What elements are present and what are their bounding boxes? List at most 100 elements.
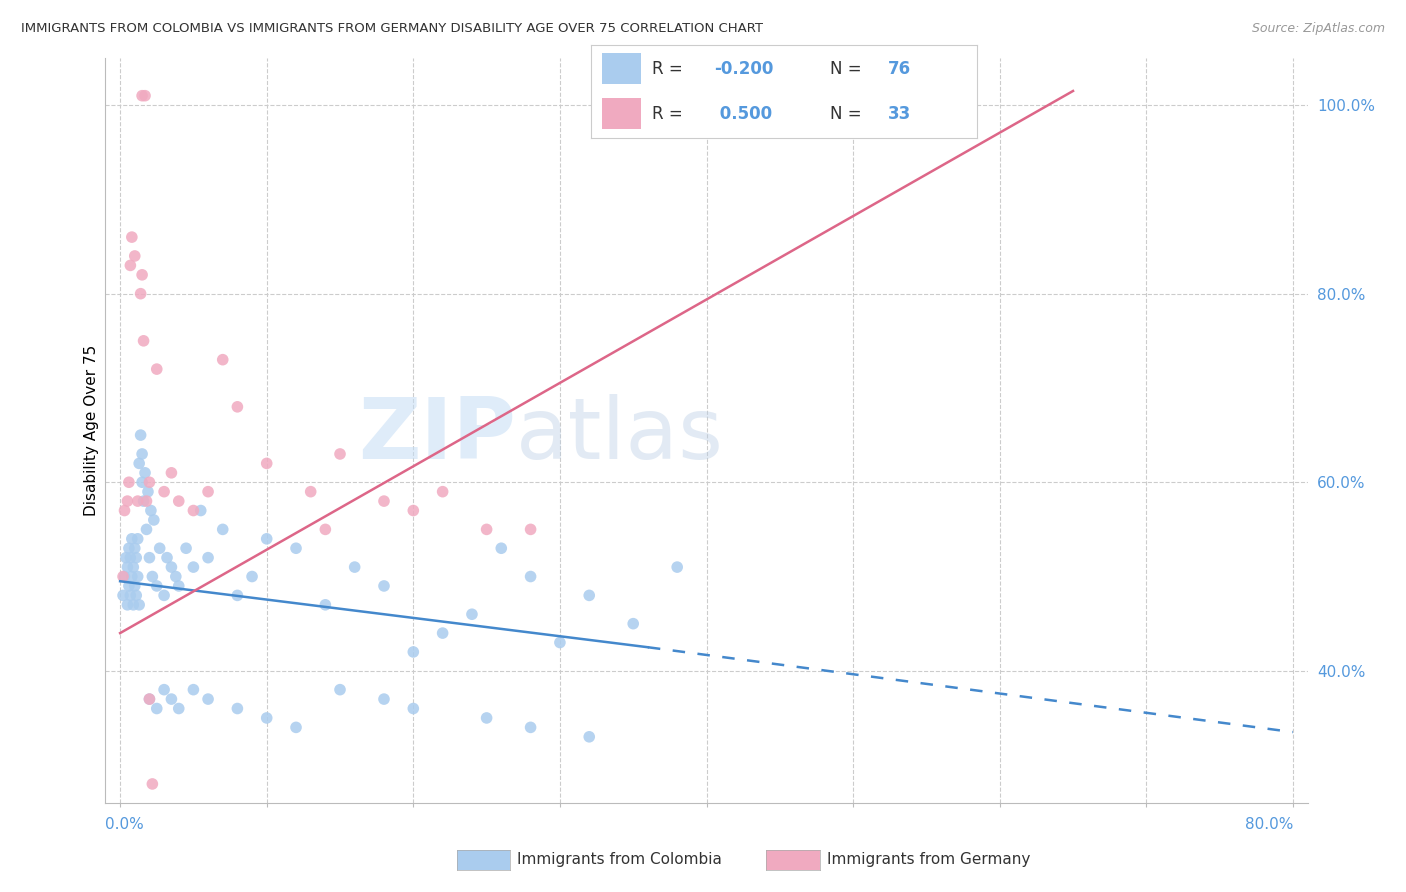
Point xyxy=(285,541,308,556)
Point xyxy=(402,503,425,517)
Text: atlas: atlas xyxy=(516,393,724,476)
Point xyxy=(122,598,145,612)
Text: 80.0%: 80.0% xyxy=(1244,817,1294,832)
FancyBboxPatch shape xyxy=(602,98,641,129)
Point xyxy=(519,522,541,536)
Point xyxy=(548,635,571,649)
Point xyxy=(578,730,600,744)
Point xyxy=(138,692,160,706)
Point xyxy=(141,569,163,583)
Point xyxy=(373,692,395,706)
Point xyxy=(197,692,219,706)
Point xyxy=(149,541,172,556)
Y-axis label: Disability Age Over 75: Disability Age Over 75 xyxy=(83,345,98,516)
Point xyxy=(125,550,148,565)
Point xyxy=(127,532,149,546)
Point xyxy=(132,494,155,508)
Point xyxy=(135,522,157,536)
Point xyxy=(226,400,249,414)
Point xyxy=(129,428,152,442)
Point xyxy=(329,682,352,697)
Text: R =: R = xyxy=(652,105,693,123)
Point xyxy=(666,560,689,574)
Point xyxy=(167,579,190,593)
Point xyxy=(475,522,498,536)
Point xyxy=(139,503,162,517)
Point xyxy=(578,588,600,602)
Point xyxy=(329,447,352,461)
Point xyxy=(160,560,183,574)
Point xyxy=(120,550,142,565)
Point xyxy=(124,579,146,593)
Text: 0.500: 0.500 xyxy=(714,105,772,123)
Point xyxy=(125,588,148,602)
Point xyxy=(138,475,160,490)
Point xyxy=(314,522,336,536)
Point xyxy=(131,88,153,103)
Point xyxy=(343,560,366,574)
Point xyxy=(226,588,249,602)
Text: Source: ZipAtlas.com: Source: ZipAtlas.com xyxy=(1251,22,1385,36)
Point xyxy=(475,711,498,725)
Point xyxy=(114,503,136,517)
FancyBboxPatch shape xyxy=(602,53,641,84)
Point xyxy=(211,352,233,367)
Text: N =: N = xyxy=(830,60,868,78)
Point xyxy=(131,268,153,282)
Point xyxy=(211,522,233,536)
Point xyxy=(373,494,395,508)
Point xyxy=(112,569,135,583)
Point xyxy=(491,541,513,556)
Point xyxy=(299,484,322,499)
Point xyxy=(134,466,156,480)
Point xyxy=(112,588,135,602)
Point xyxy=(145,701,167,715)
Point xyxy=(190,503,212,517)
Point xyxy=(145,362,167,376)
Point xyxy=(127,569,149,583)
Point xyxy=(256,532,278,546)
Point xyxy=(174,541,197,556)
Point xyxy=(142,513,165,527)
Text: Immigrants from Colombia: Immigrants from Colombia xyxy=(517,853,723,867)
Point xyxy=(519,569,541,583)
Point xyxy=(127,494,149,508)
Point xyxy=(124,541,146,556)
Point xyxy=(129,286,152,301)
Point xyxy=(197,550,219,565)
Point xyxy=(461,607,484,622)
Point xyxy=(135,494,157,508)
Text: IMMIGRANTS FROM COLOMBIA VS IMMIGRANTS FROM GERMANY DISABILITY AGE OVER 75 CORRE: IMMIGRANTS FROM COLOMBIA VS IMMIGRANTS F… xyxy=(21,22,763,36)
Point xyxy=(138,550,160,565)
Point xyxy=(118,541,141,556)
Point xyxy=(153,588,176,602)
Text: Immigrants from Germany: Immigrants from Germany xyxy=(827,853,1031,867)
Point xyxy=(167,701,190,715)
Point xyxy=(519,720,541,734)
Point xyxy=(432,484,454,499)
Point xyxy=(402,701,425,715)
Point xyxy=(117,560,139,574)
Point xyxy=(256,711,278,725)
Point xyxy=(183,682,205,697)
Point xyxy=(153,484,176,499)
Point xyxy=(145,579,167,593)
Point xyxy=(285,720,308,734)
Point xyxy=(121,532,143,546)
Text: 76: 76 xyxy=(889,60,911,78)
Point xyxy=(959,88,981,103)
Point xyxy=(121,230,143,244)
Point xyxy=(128,456,150,470)
Point xyxy=(118,475,141,490)
Point xyxy=(117,598,139,612)
Point xyxy=(134,88,156,103)
Point xyxy=(131,475,153,490)
Text: ZIP: ZIP xyxy=(359,393,516,476)
Point xyxy=(132,334,155,348)
Point xyxy=(432,626,454,640)
Point xyxy=(118,579,141,593)
Point xyxy=(121,569,143,583)
Point xyxy=(141,777,163,791)
Text: -0.200: -0.200 xyxy=(714,60,773,78)
Point xyxy=(122,560,145,574)
